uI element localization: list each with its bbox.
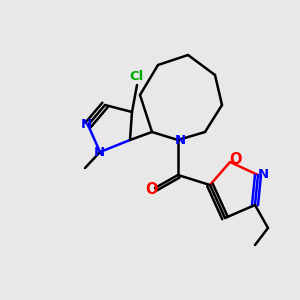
Text: N: N <box>80 118 92 131</box>
Text: O: O <box>145 182 157 196</box>
Text: O: O <box>229 152 241 167</box>
Text: N: N <box>257 167 268 181</box>
Text: N: N <box>174 134 186 148</box>
Text: Cl: Cl <box>130 70 144 83</box>
Text: N: N <box>93 146 105 158</box>
